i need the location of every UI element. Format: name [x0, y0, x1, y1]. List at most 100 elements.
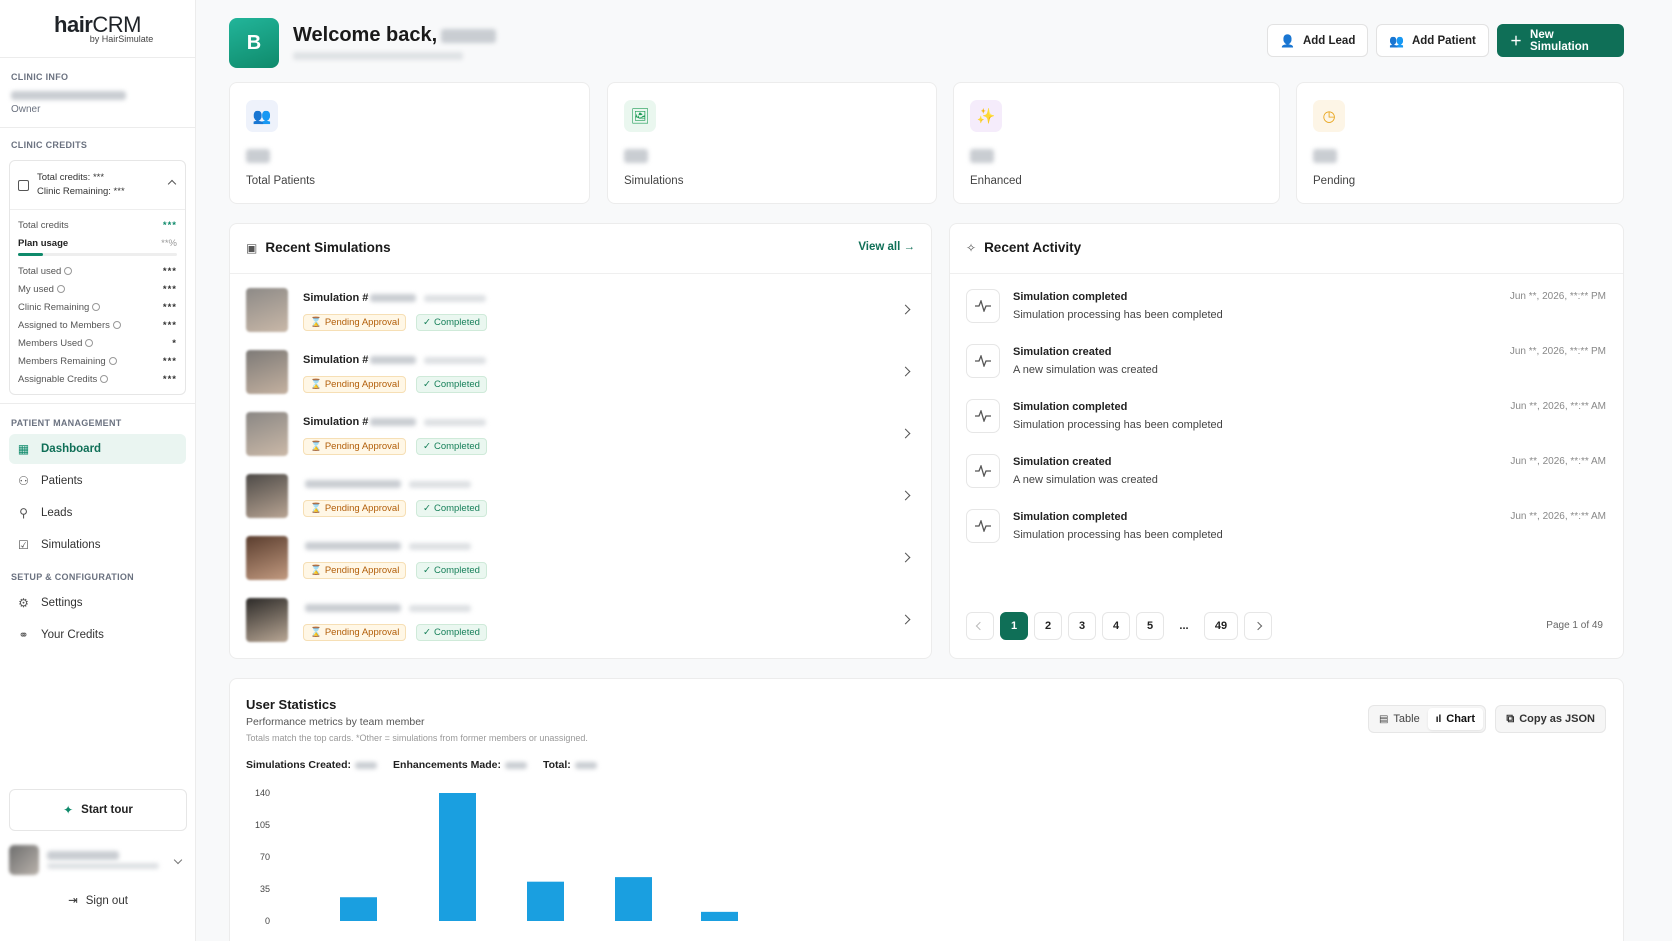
- info-icon[interactable]: [112, 320, 121, 329]
- page-button-2[interactable]: 2: [1034, 612, 1062, 640]
- info-icon[interactable]: [92, 302, 101, 311]
- credits-toggle[interactable]: Total credits: *** Clinic Remaining: ***: [10, 161, 185, 210]
- chart-bar[interactable]: [701, 911, 738, 921]
- stat-label: Simulations: [624, 175, 684, 187]
- recent-activity-panel: ✧ Recent Activity Simulation completed Sim…: [949, 223, 1624, 659]
- pagination-ellipsis: ...: [1170, 612, 1198, 640]
- user-menu[interactable]: [9, 843, 187, 877]
- credit-row-label: Total used: [18, 266, 73, 277]
- pending-approval-badge: ⌛ Pending Approval: [303, 314, 407, 331]
- credit-row: My used ***: [10, 280, 185, 298]
- chart-bar[interactable]: [439, 793, 476, 921]
- stat-card-simulations[interactable]: 🖼 Simulations: [607, 82, 937, 204]
- completed-label: Completed: [433, 379, 480, 390]
- simulation-title-text: Simulation #: [303, 416, 369, 428]
- activity-title: Simulation created: [1013, 346, 1112, 358]
- simulation-row[interactable]: Simulation # ⌛ Pending Approval ✓ Completed: [230, 402, 931, 464]
- activity-row[interactable]: Simulation completed Simulation processin…: [966, 399, 1606, 447]
- simulation-row[interactable]: Simulation # ⌛ Pending Approval ✓ Completed: [230, 278, 931, 340]
- nav-item-dashboard[interactable]: ▦ Dashboard: [9, 434, 186, 464]
- info-icon[interactable]: [85, 338, 94, 347]
- credit-row-label: Members Remaining: [18, 356, 117, 367]
- clinic-info: CLINIC INFO Owner: [0, 58, 195, 128]
- nav-item-patients[interactable]: ⚇ Patients: [9, 466, 186, 496]
- page-button-49[interactable]: 49: [1204, 612, 1238, 640]
- chevron-right-icon[interactable]: [900, 304, 911, 315]
- chevron-right-icon[interactable]: [900, 552, 911, 563]
- add-patient-button[interactable]: 👥 Add Patient: [1376, 24, 1489, 57]
- chevron-right-icon[interactable]: [900, 428, 911, 439]
- clinic-info-label: CLINIC INFO: [11, 72, 69, 82]
- page-button-3[interactable]: 3: [1068, 612, 1096, 640]
- check-icon: ✓: [423, 503, 431, 514]
- info-icon[interactable]: [56, 284, 65, 293]
- check-icon: ✓: [423, 379, 431, 390]
- stat-value-redacted: [1313, 149, 1337, 163]
- start-tour-button[interactable]: ✦ Start tour: [9, 789, 187, 831]
- simulation-row[interactable]: ⌛ Pending Approval ✓ Completed: [230, 526, 931, 588]
- clinic-credits-label: CLINIC CREDITS: [11, 140, 88, 150]
- hourglass-icon: ⌛: [310, 627, 322, 638]
- new-simulation-button[interactable]: ＋ New Simulation: [1497, 24, 1624, 57]
- simulation-row[interactable]: ⌛ Pending Approval ✓ Completed: [230, 588, 931, 650]
- add-lead-button[interactable]: 👤 Add Lead: [1267, 24, 1369, 57]
- chevron-down-icon[interactable]: [173, 855, 183, 865]
- simulation-title: [303, 478, 471, 490]
- chart-bar[interactable]: [340, 897, 377, 921]
- info-icon[interactable]: [64, 266, 73, 275]
- credit-row-label: Members Used: [18, 338, 94, 349]
- nav-item-leads[interactable]: ⚲ Leads: [9, 498, 186, 528]
- activity-row[interactable]: Simulation created A new simulation was c…: [966, 454, 1606, 502]
- clinic-badge: B: [229, 18, 279, 68]
- y-tick-label: 140: [255, 788, 270, 798]
- copy-json-button[interactable]: ⧉ Copy as JSON: [1495, 705, 1606, 733]
- gear-icon: ⚙: [18, 596, 29, 610]
- chevron-up-icon[interactable]: [167, 179, 177, 189]
- simulation-date-redacted: [424, 418, 487, 426]
- view-all-link[interactable]: View all →: [858, 241, 915, 253]
- chart-bar[interactable]: [527, 881, 564, 921]
- activity-row[interactable]: Simulation completed Simulation processin…: [966, 509, 1606, 557]
- add-patient-label: Add Patient: [1411, 34, 1476, 47]
- nav-item-your-credits[interactable]: ⚭ Your Credits: [9, 620, 186, 650]
- credit-row: Members Remaining ***: [10, 352, 185, 370]
- chevron-right-icon[interactable]: [900, 490, 911, 501]
- credit-row-value: ***: [162, 265, 177, 277]
- info-icon[interactable]: [108, 356, 117, 365]
- chevron-right-icon[interactable]: [900, 614, 911, 625]
- logo[interactable]: hairCRM by HairSimulate: [0, 0, 195, 58]
- stat-card-pending[interactable]: ◷ Pending: [1296, 82, 1624, 204]
- page-button-1[interactable]: 1: [1000, 612, 1028, 640]
- info-icon[interactable]: [100, 374, 109, 383]
- credit-row-label: Assignable Credits: [18, 374, 109, 385]
- nav-item-simulations[interactable]: ☑ Simulations: [9, 530, 186, 560]
- stat-card-enhanced[interactable]: ✨ Enhanced: [953, 82, 1280, 204]
- y-tick-label: 70: [260, 852, 270, 862]
- credits-head-remaining: Clinic Remaining: ***: [37, 186, 125, 197]
- stat-card-total-patients[interactable]: 👥 Total Patients: [229, 82, 590, 204]
- stat-icon: ✨: [970, 100, 1002, 132]
- stat-label: Enhanced: [970, 175, 1022, 187]
- hourglass-icon: ⌛: [310, 441, 322, 452]
- chevron-right-icon[interactable]: [900, 366, 911, 377]
- chart-view-button[interactable]: ıl Chart: [1427, 708, 1483, 730]
- simulation-row[interactable]: Simulation # ⌛ Pending Approval ✓ Completed: [230, 340, 931, 402]
- total-redacted: [574, 761, 597, 769]
- activity-row[interactable]: Simulation completed Simulation processin…: [966, 289, 1606, 337]
- user-statistics-subtitle: Performance metrics by team member: [246, 716, 425, 728]
- table-view-button[interactable]: ▤ Table: [1371, 708, 1428, 730]
- page-title: Welcome back,: [293, 24, 497, 47]
- simulation-row[interactable]: ⌛ Pending Approval ✓ Completed: [230, 464, 931, 526]
- simulation-date-redacted: [424, 294, 487, 302]
- next-page-button[interactable]: [1244, 612, 1272, 640]
- activity-row[interactable]: Simulation created A new simulation was c…: [966, 344, 1606, 392]
- enh-made-redacted: [504, 761, 527, 769]
- page-button-5[interactable]: 5: [1136, 612, 1164, 640]
- prev-page-button[interactable]: [966, 612, 994, 640]
- page-button-4[interactable]: 4: [1102, 612, 1130, 640]
- sign-out-button[interactable]: ⇥ Sign out: [0, 893, 196, 907]
- stat-icon: 👥: [246, 100, 278, 132]
- chart-bar[interactable]: [615, 877, 652, 921]
- activity-title: Simulation completed: [1013, 291, 1128, 303]
- nav-item-settings[interactable]: ⚙ Settings: [9, 588, 186, 618]
